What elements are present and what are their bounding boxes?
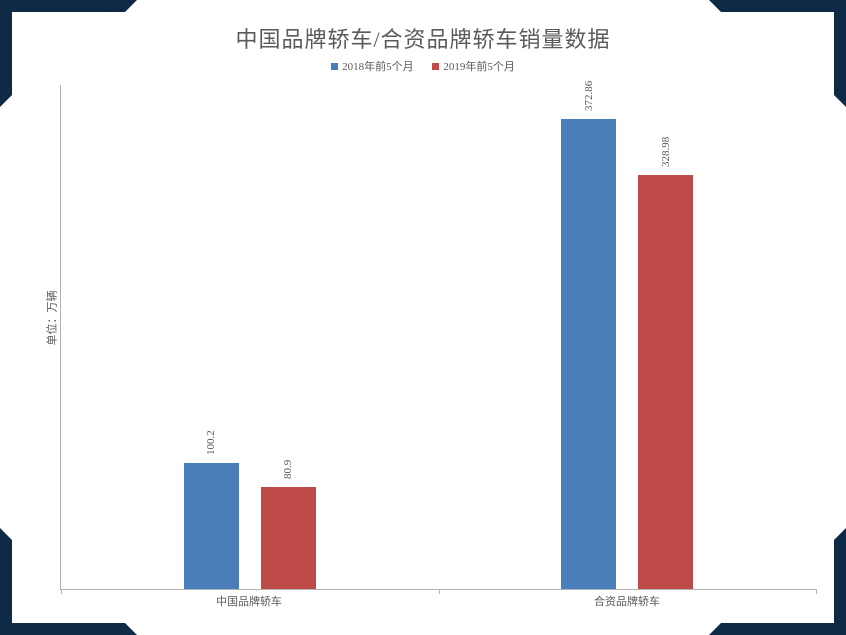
x-axis-label: 中国品牌轿车 bbox=[216, 593, 282, 609]
legend-item: 2018年前5个月 bbox=[331, 58, 414, 74]
bar-value-label: 372.86 bbox=[583, 81, 595, 111]
x-axis-label: 合资品牌轿车 bbox=[594, 593, 660, 609]
frame-corner bbox=[0, 95, 12, 107]
bar-value-label: 80.9 bbox=[282, 460, 294, 479]
frame-corner bbox=[0, 0, 125, 12]
bar: 100.2 bbox=[184, 463, 239, 589]
bar: 80.9 bbox=[261, 487, 316, 589]
bar-value-label: 328.98 bbox=[660, 136, 672, 166]
frame-corner bbox=[125, 623, 137, 635]
bar-group: 100.2 80.9 bbox=[137, 85, 364, 589]
frame-corner bbox=[721, 0, 846, 12]
frame-corner bbox=[709, 0, 721, 12]
frame-corner bbox=[834, 540, 846, 635]
frame-corner bbox=[834, 95, 846, 107]
frame-corner bbox=[0, 540, 12, 635]
frame-corner bbox=[125, 0, 137, 12]
chart-title: 中国品牌轿车/合资品牌轿车销量数据 bbox=[0, 22, 846, 54]
frame-corner bbox=[709, 623, 721, 635]
chart-legend: 2018年前5个月 2019年前5个月 bbox=[0, 58, 846, 74]
bar-group: 372.86 328.98 bbox=[514, 85, 741, 589]
legend-swatch-icon bbox=[331, 63, 338, 70]
x-axis-labels: 中国品牌轿车 合资品牌轿车 bbox=[60, 593, 816, 613]
legend-item: 2019年前5个月 bbox=[432, 58, 515, 74]
plot-area: 100.2 80.9 372.86 328.98 bbox=[60, 85, 816, 590]
bar-value-label: 100.2 bbox=[205, 430, 217, 455]
frame-corner bbox=[721, 623, 846, 635]
bar: 372.86 bbox=[561, 119, 616, 589]
axis-tick bbox=[816, 589, 817, 594]
bar: 328.98 bbox=[638, 175, 693, 590]
frame-corner bbox=[0, 528, 12, 540]
frame-corner bbox=[834, 528, 846, 540]
y-axis-label: 单位：万辆 bbox=[44, 290, 60, 345]
legend-label: 2018年前5个月 bbox=[342, 58, 414, 74]
frame-corner bbox=[0, 623, 125, 635]
legend-label: 2019年前5个月 bbox=[443, 58, 515, 74]
legend-swatch-icon bbox=[432, 63, 439, 70]
